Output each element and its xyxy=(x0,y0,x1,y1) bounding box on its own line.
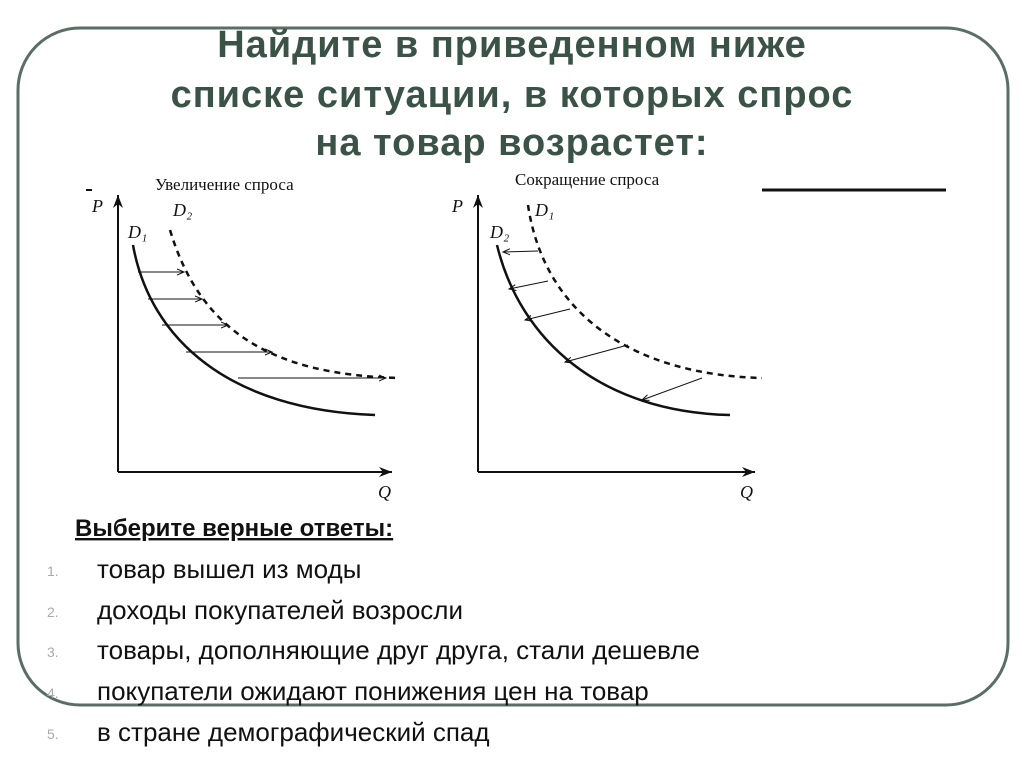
curve xyxy=(168,229,401,380)
title-line: Найдите в приведенном ниже xyxy=(217,24,807,66)
option-text: в стране демографический спад xyxy=(97,717,490,747)
diagram: Увеличение спроса P Q D₁ D₂ xyxy=(91,175,401,502)
options-list: 1. товар вышел из моды 2. доходы покупателе… xyxy=(47,554,700,747)
curve xyxy=(495,244,731,417)
curve xyxy=(131,244,376,417)
option-number: 1. xyxy=(47,563,59,579)
axis-label: Q xyxy=(378,482,391,502)
curve-label: D₂ xyxy=(489,222,509,242)
option-number: 2. xyxy=(47,604,59,620)
option-text: покупатели ожидают понижения цен на това… xyxy=(97,676,649,706)
axis-label: P xyxy=(91,196,103,216)
curve xyxy=(526,204,763,380)
diagram: Сокращение спроса P Q D₂ D₁ xyxy=(451,170,763,502)
option-text: товары, дополняющие друг друга, стали де… xyxy=(97,635,700,665)
option-number: 3. xyxy=(47,644,59,660)
curve-label: D₁ xyxy=(127,222,147,242)
slide-frame xyxy=(16,26,1010,707)
shift-arrows xyxy=(138,272,386,378)
curve-label: D₁ xyxy=(534,200,554,220)
diagram-title: Сокращение спроса xyxy=(515,170,660,189)
option-number: 5. xyxy=(47,726,59,742)
axis-label: Q xyxy=(740,482,753,502)
shift-arrows xyxy=(503,251,703,400)
curve-label: D₂ xyxy=(172,200,192,220)
title-line: списке ситуации, в которых спрос xyxy=(171,74,854,116)
option-number: 4. xyxy=(47,685,59,701)
question-prompt: Выберите верные ответы: xyxy=(75,515,393,542)
axis-label: P xyxy=(451,196,463,216)
option-text: товар вышел из моды xyxy=(97,554,361,584)
option-text: доходы покупателей возросли xyxy=(97,595,463,625)
diagram-title: Увеличение спроса xyxy=(155,175,294,194)
title-line: на товар возрастет: xyxy=(315,122,708,164)
